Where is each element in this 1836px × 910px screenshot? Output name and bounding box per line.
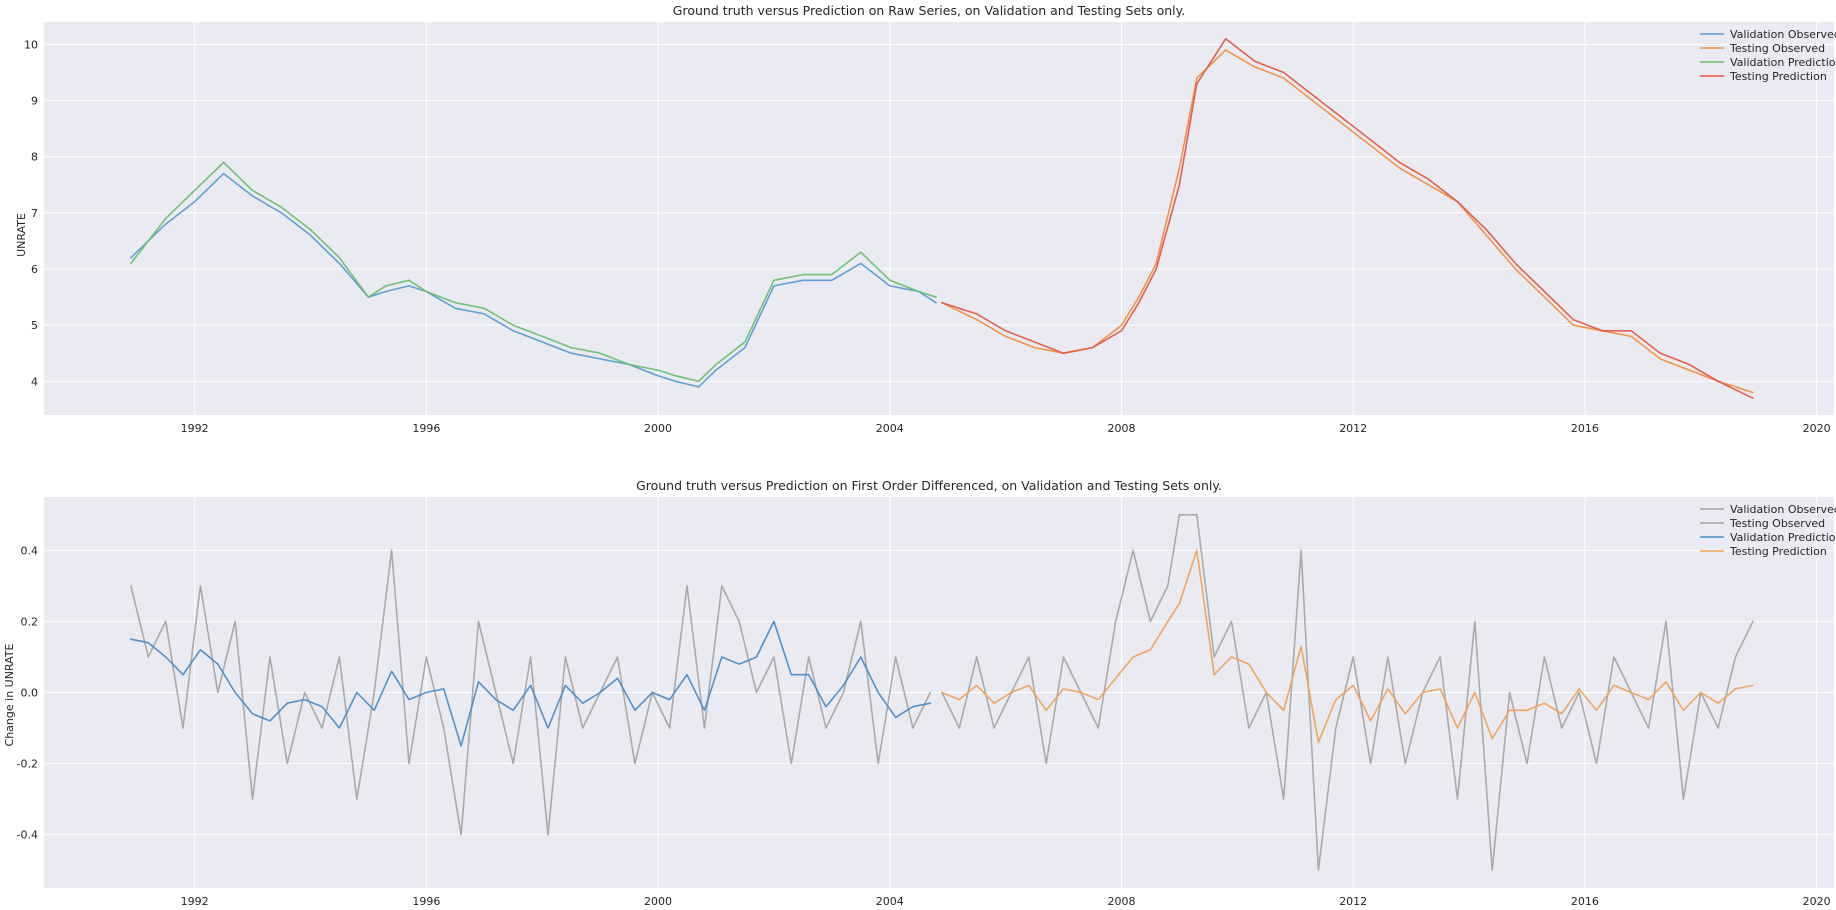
differenced-series-chart: Ground truth versus Prediction on First …	[3, 478, 1836, 908]
y-tick-label: 5	[31, 319, 38, 332]
y-tick-label: 0.0	[21, 687, 39, 700]
legend-entry: Validation Prediction	[1730, 531, 1836, 544]
legend-entry: Validation Observed	[1730, 503, 1836, 516]
grid	[44, 22, 1834, 415]
ticks: 1992 1996 2000 2004 2008 2012 2016 2020 -0.4 -0.2…	[17, 544, 1831, 908]
x-tick-label: 2016	[1571, 895, 1599, 908]
y-tick-label: -0.2	[17, 758, 38, 771]
raw-series-chart: Ground truth versus Prediction on Raw Se…	[15, 3, 1836, 435]
series-line-3	[130, 161, 937, 383]
legend-entry: Validation Observed	[1730, 28, 1836, 41]
y-tick-label: 8	[31, 151, 38, 164]
y-tick-label: 7	[31, 207, 38, 220]
x-tick-label: 2000	[644, 895, 672, 908]
series-line-4	[941, 549, 1754, 744]
series-line-3	[130, 620, 932, 747]
x-tick-label: 2004	[876, 895, 904, 908]
series-group	[130, 37, 1754, 400]
y-tick-label: 0.4	[21, 544, 39, 557]
x-tick-label: 2008	[1107, 895, 1135, 908]
y-axis-label: Change in UNRATE	[3, 643, 16, 746]
series-line-4	[941, 37, 1754, 400]
y-tick-label: 6	[31, 263, 38, 276]
x-tick-label: 1996	[412, 422, 440, 435]
y-tick-label: 10	[24, 38, 38, 51]
y-tick-label: 4	[31, 375, 38, 388]
x-tick-label: 2020	[1803, 422, 1831, 435]
x-tick-label: 2008	[1107, 422, 1135, 435]
legend-entry: Testing Prediction	[1729, 545, 1827, 558]
x-tick-label: 2004	[876, 422, 904, 435]
x-tick-label: 2000	[644, 422, 672, 435]
y-tick-label: 9	[31, 95, 38, 108]
series-group	[130, 513, 1754, 872]
y-tick-label: 0.2	[21, 615, 39, 628]
ticks: 1992 1996 2000 2004 2008 2012 2016 2020 4 5 6 7 8 9 10	[24, 38, 1831, 435]
x-tick-label: 1996	[412, 895, 440, 908]
x-tick-label: 2016	[1571, 422, 1599, 435]
x-tick-label: 1992	[181, 895, 209, 908]
x-tick-label: 2012	[1339, 895, 1367, 908]
legend-entry: Validation Prediction	[1730, 56, 1836, 69]
series-line-1	[130, 172, 937, 388]
plot-area	[44, 22, 1834, 415]
x-tick-label: 2012	[1339, 422, 1367, 435]
legend-entry: Testing Observed	[1729, 42, 1825, 55]
series-line-1	[130, 549, 932, 836]
chart-title: Ground truth versus Prediction on First …	[636, 478, 1222, 493]
y-axis-label: UNRATE	[15, 213, 28, 257]
chart-title: Ground truth versus Prediction on Raw Se…	[673, 3, 1185, 18]
x-tick-label: 1992	[181, 422, 209, 435]
x-tick-label: 2020	[1803, 895, 1831, 908]
legend-entry: Testing Prediction	[1729, 70, 1827, 83]
y-tick-label: -0.4	[17, 829, 38, 842]
legend-entry: Testing Observed	[1729, 517, 1825, 530]
